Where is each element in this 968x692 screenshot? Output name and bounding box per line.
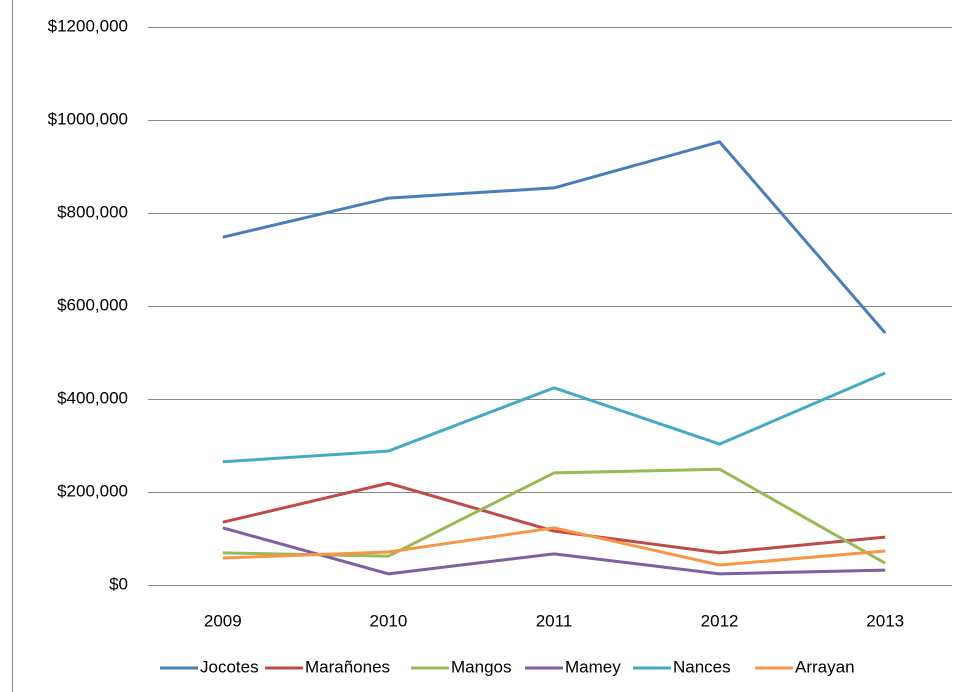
- series-line: [222, 526, 886, 576]
- legend-label: Marañones: [305, 657, 390, 676]
- legend-label: Mangos: [451, 657, 511, 676]
- y-tick-label: $200,000: [57, 481, 128, 500]
- x-tick-label: 2010: [369, 611, 407, 630]
- y-tick-label: $1000,000: [48, 109, 128, 128]
- legend-label: Jocotes: [200, 657, 259, 676]
- y-tick-label: $600,000: [57, 295, 128, 314]
- legend-label: Arrayan: [795, 657, 855, 676]
- y-tick-label: $0: [109, 574, 128, 593]
- series-line: [222, 467, 886, 565]
- y-tick-label: $800,000: [57, 202, 128, 221]
- chart-border: [12, 0, 13, 692]
- legend-label: Nances: [673, 657, 731, 676]
- series-line: [222, 140, 887, 334]
- series-line: [222, 526, 886, 567]
- x-tick-label: 2013: [866, 611, 904, 630]
- series-line: [222, 371, 886, 464]
- y-tick-label: $400,000: [57, 388, 128, 407]
- series-line: [222, 481, 886, 555]
- x-tick-label: 2011: [536, 611, 573, 630]
- x-tick-label: 2009: [204, 611, 242, 630]
- x-tick-label: 2012: [701, 611, 739, 630]
- legend-label: Mamey: [565, 657, 621, 676]
- y-tick-label: $1200,000: [48, 16, 128, 35]
